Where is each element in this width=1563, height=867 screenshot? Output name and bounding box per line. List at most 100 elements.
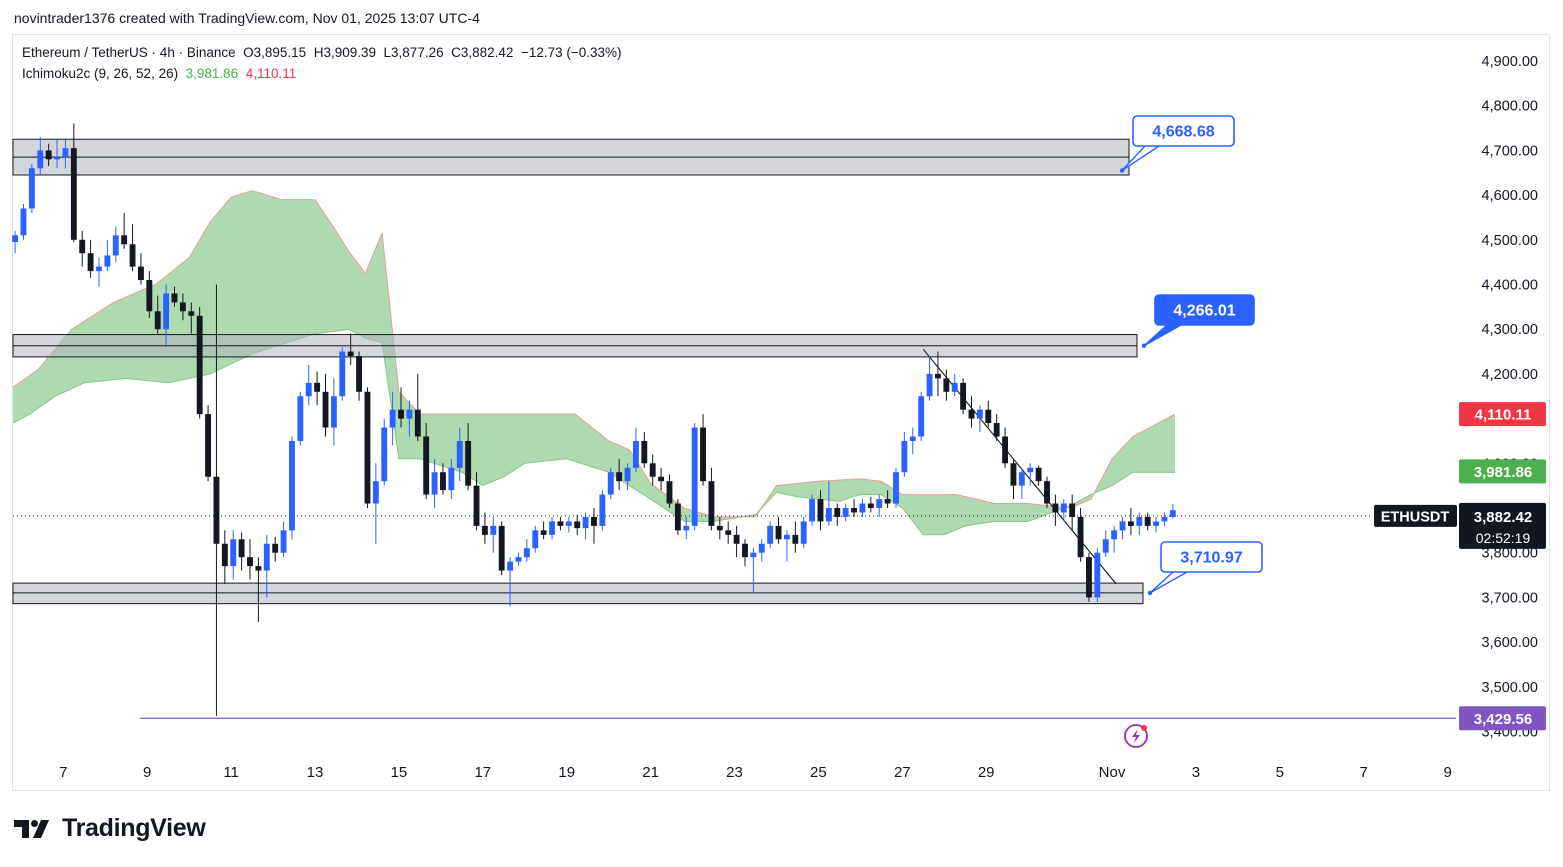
x-tick-label: Nov bbox=[1099, 764, 1126, 781]
candle-body bbox=[876, 499, 883, 508]
candle-body bbox=[381, 427, 388, 482]
callout-anchor-resistance-4266 bbox=[1141, 343, 1147, 348]
candle-body bbox=[330, 396, 337, 428]
indicator-name[interactable]: Ichimoku2c (9, 26, 52, 26) bbox=[22, 66, 179, 81]
legend-symbol[interactable]: Ethereum / TetherUS · 4h · Binance bbox=[22, 45, 236, 60]
candle-body bbox=[20, 208, 27, 236]
y-tick-label: 3,800.00 bbox=[1482, 546, 1538, 562]
candle-body bbox=[1102, 539, 1109, 553]
candle-body bbox=[146, 280, 153, 312]
x-tick-label: 7 bbox=[59, 764, 67, 781]
author-credit: novintrader1376 created with TradingView… bbox=[14, 10, 480, 26]
candle-body bbox=[851, 508, 857, 513]
x-tick-label: 9 bbox=[1443, 764, 1451, 781]
candle-body bbox=[431, 472, 438, 495]
candle-body bbox=[993, 423, 1000, 437]
candle-body bbox=[1136, 516, 1143, 526]
candle-body bbox=[456, 440, 463, 468]
candle-body bbox=[683, 525, 690, 531]
callout-label-resistance-4266: 4,266.01 bbox=[1173, 303, 1235, 320]
candle-body bbox=[943, 378, 950, 392]
legend-open: O3,895.15 bbox=[243, 45, 307, 60]
x-tick-label: 5 bbox=[1276, 764, 1284, 781]
candle-body bbox=[632, 440, 639, 468]
candle-body bbox=[347, 351, 354, 357]
legend-high: H3,909.39 bbox=[313, 45, 377, 60]
candle-body bbox=[230, 539, 237, 567]
candle-body bbox=[481, 525, 488, 535]
y-tick-label: 4,300.00 bbox=[1482, 322, 1538, 338]
candle-body bbox=[935, 373, 941, 379]
candle-body bbox=[1153, 521, 1160, 526]
candle-body bbox=[893, 472, 899, 504]
candle-body bbox=[918, 396, 925, 437]
candle-body bbox=[356, 356, 363, 392]
chart-frame bbox=[12, 34, 1550, 791]
candle-body bbox=[171, 293, 178, 303]
candle-body bbox=[842, 508, 849, 517]
legend-low: L3,877.26 bbox=[383, 45, 444, 60]
candle-body bbox=[322, 391, 329, 428]
candle-body bbox=[1060, 503, 1067, 513]
candle-body bbox=[658, 476, 665, 482]
candle-body bbox=[62, 148, 69, 158]
candle-body bbox=[1035, 467, 1042, 482]
ichimoku-cloud bbox=[13, 190, 1175, 535]
tradingview-brand[interactable]: TradingView bbox=[14, 814, 206, 843]
candle-body bbox=[574, 521, 581, 529]
candle-body bbox=[800, 521, 807, 544]
candle-body bbox=[733, 534, 740, 544]
candle-body bbox=[1052, 503, 1059, 513]
candle-body bbox=[398, 409, 404, 419]
candle-body bbox=[45, 150, 52, 160]
candle-body bbox=[96, 266, 102, 272]
candle-body bbox=[607, 472, 614, 495]
price-tag-bg bbox=[1459, 706, 1546, 731]
candle-body bbox=[263, 543, 270, 571]
candle-body bbox=[666, 481, 673, 504]
callout-box-resistance-4668 bbox=[1132, 115, 1235, 147]
candle-body bbox=[54, 157, 60, 160]
candle-body bbox=[758, 543, 765, 553]
y-tick-label: 3,600.00 bbox=[1482, 635, 1538, 651]
candle-body bbox=[280, 530, 287, 553]
candle-body bbox=[792, 534, 799, 544]
price-tag-label: 3,981.86 bbox=[1474, 464, 1532, 481]
candle-body bbox=[1077, 516, 1084, 558]
cloud-upper-edge bbox=[13, 190, 1176, 518]
candle-body bbox=[188, 311, 195, 316]
candle-body bbox=[742, 543, 748, 558]
candle-body bbox=[205, 414, 211, 477]
candle-body bbox=[247, 557, 253, 567]
candle-body bbox=[624, 467, 631, 482]
candle-body bbox=[1127, 521, 1134, 526]
indicator-value-1: 3,981.86 bbox=[185, 66, 239, 81]
candle-body bbox=[1111, 530, 1118, 540]
candle-body bbox=[440, 472, 446, 491]
y-tick-label: 4,600.00 bbox=[1482, 188, 1538, 204]
candle-body bbox=[255, 566, 262, 571]
candle-body bbox=[154, 311, 161, 330]
candle-body bbox=[700, 427, 706, 482]
candle-body bbox=[968, 409, 975, 419]
candle-body bbox=[507, 561, 514, 571]
x-tick-label: 19 bbox=[558, 764, 575, 781]
candle-body bbox=[179, 302, 186, 312]
candle-body bbox=[859, 503, 866, 513]
candle-body bbox=[1094, 552, 1101, 598]
candle-body bbox=[1002, 436, 1008, 464]
candle-body bbox=[616, 472, 623, 482]
price-tag-label: 4,110.11 bbox=[1475, 407, 1532, 424]
candle-body bbox=[725, 530, 732, 535]
candle-body bbox=[314, 382, 321, 392]
candle-body bbox=[406, 409, 413, 419]
y-tick-label: 3,700.00 bbox=[1482, 590, 1538, 606]
candle-body bbox=[599, 494, 606, 526]
candle-body bbox=[985, 409, 992, 424]
candle-body bbox=[79, 239, 86, 254]
candle-body bbox=[289, 440, 295, 531]
candle-body bbox=[976, 409, 983, 419]
legend-close: C3,882.42 bbox=[451, 45, 514, 60]
candle-body bbox=[423, 436, 430, 495]
